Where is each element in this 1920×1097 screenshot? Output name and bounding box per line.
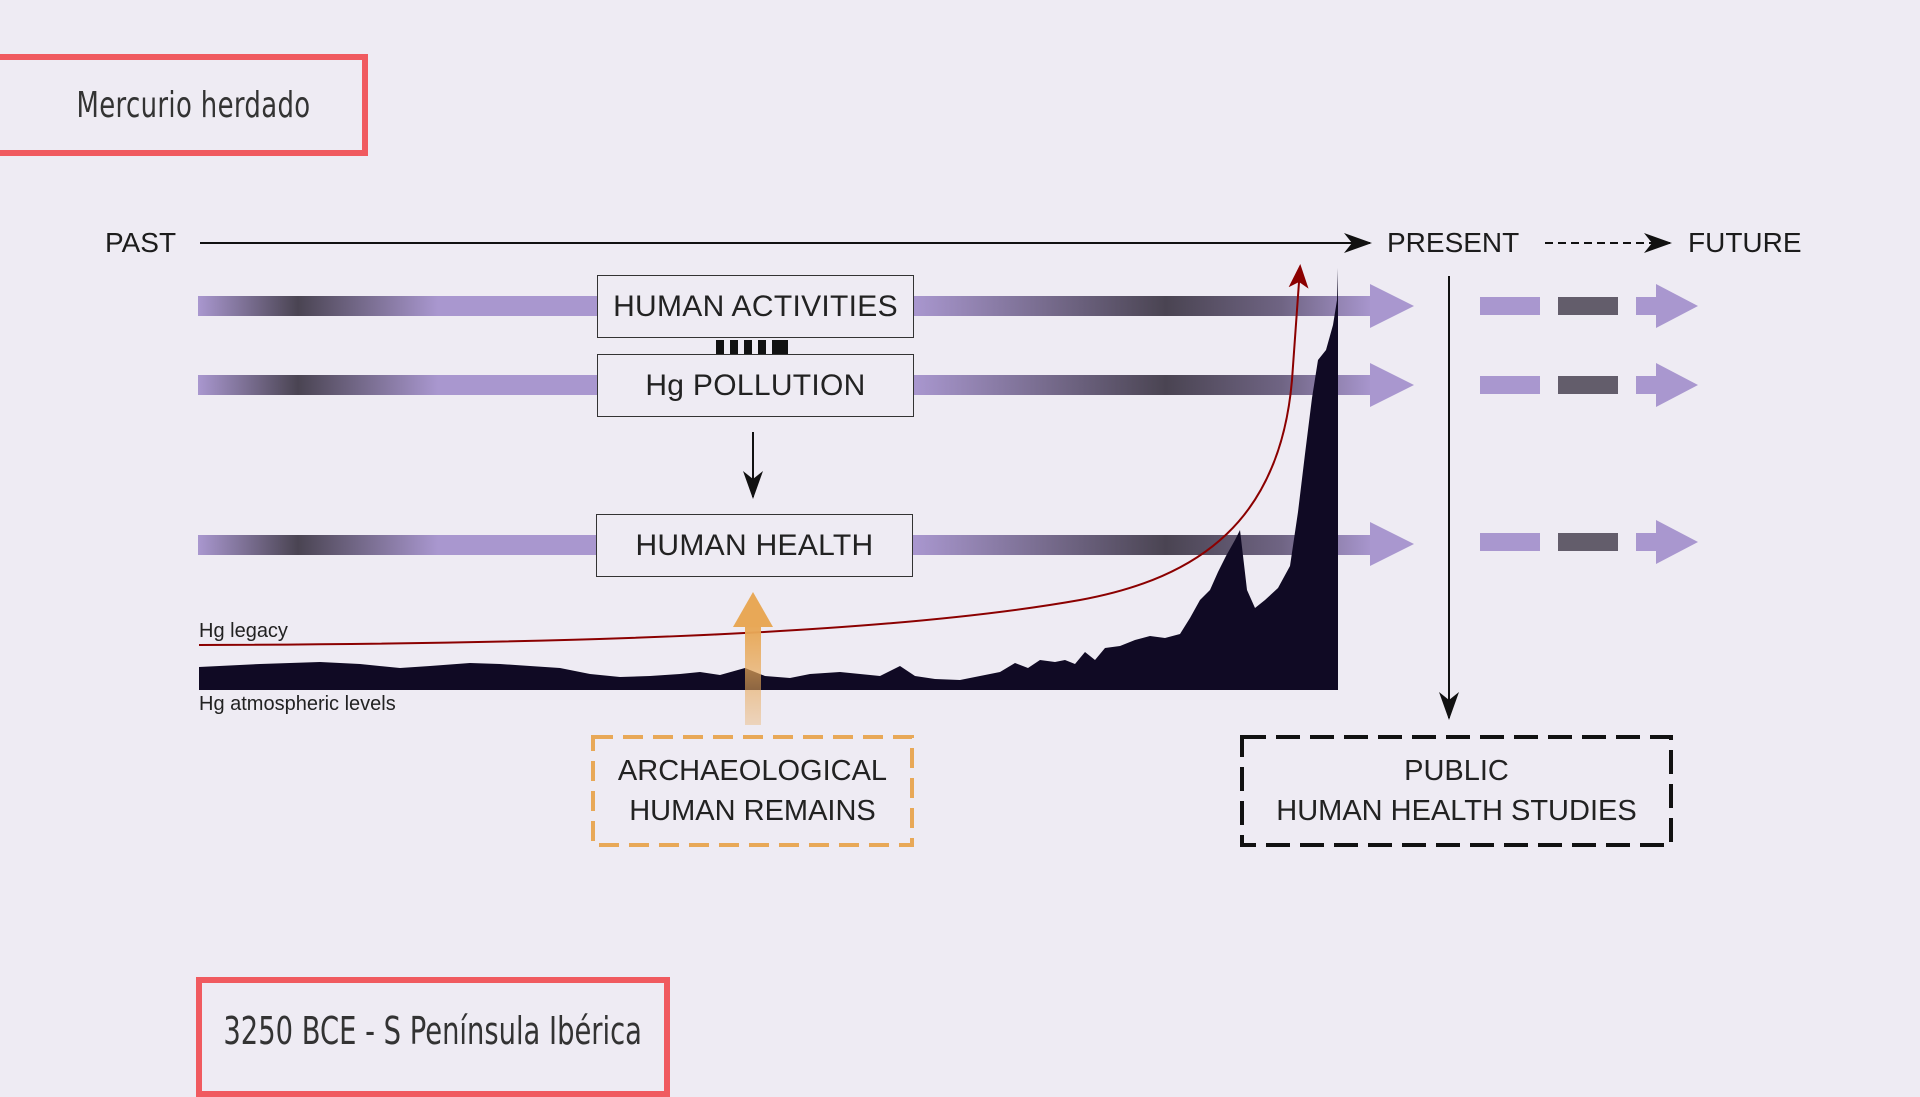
stream-row-health xyxy=(198,520,1698,566)
remains-line-2: HUMAN REMAINS xyxy=(629,795,876,827)
box-human-health: HUMAN HEALTH xyxy=(596,514,913,577)
remains-box-border xyxy=(591,735,914,847)
remains-up-arrow xyxy=(733,592,773,725)
hg-legacy-curve xyxy=(198,264,1309,646)
remains-line-1: ARCHAEOLOGICAL xyxy=(617,755,888,787)
activities-pollution-link xyxy=(716,340,788,354)
hg-atmospheric-area xyxy=(199,268,1338,690)
studies-line-1: PUBLIC xyxy=(1404,755,1509,787)
timeline-label-past: PAST xyxy=(105,227,177,258)
slide-title-box: Mercurio herdado xyxy=(0,54,368,156)
box-archaeological-remains: ARCHAEOLOGICAL HUMAN REMAINS xyxy=(593,737,912,845)
label-hg-legacy: Hg legacy xyxy=(199,620,288,642)
box-public-health-studies: PUBLIC HUMAN HEALTH STUDIES xyxy=(1242,737,1671,845)
label-hg-atmospheric: Hg atmospheric levels xyxy=(199,693,396,715)
stream-row-activities xyxy=(198,284,1698,328)
timeline-label-present: PRESENT xyxy=(1387,227,1520,258)
studies-line-2: HUMAN HEALTH STUDIES xyxy=(1276,795,1637,827)
box-human-activities: HUMAN ACTIVITIES xyxy=(597,275,914,338)
slide-title: Mercurio herdado xyxy=(76,84,312,126)
stream-row-pollution xyxy=(198,363,1698,407)
box-hg-pollution: Hg POLLUTION xyxy=(597,354,914,417)
slide-caption: 3250 BCE - S Península Ibérica xyxy=(223,1009,643,1053)
studies-box-border xyxy=(1240,735,1673,847)
timeline-label-future: FUTURE xyxy=(1688,227,1802,258)
